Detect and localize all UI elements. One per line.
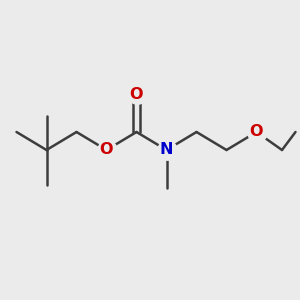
Text: O: O <box>100 142 113 158</box>
Text: O: O <box>250 124 263 140</box>
Text: O: O <box>130 87 143 102</box>
Text: N: N <box>160 142 173 158</box>
